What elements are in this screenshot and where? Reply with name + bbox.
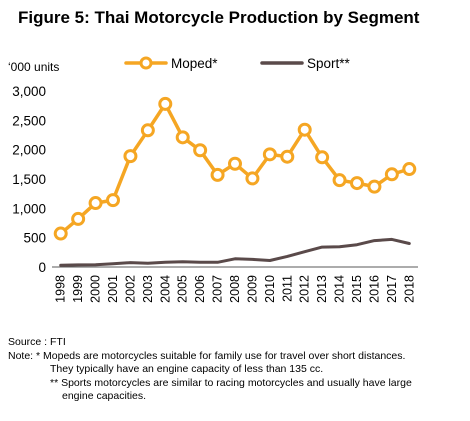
data-point (402, 162, 417, 177)
x-tick-label: 2011 (280, 275, 294, 302)
data-point (193, 143, 208, 158)
data-point (106, 193, 120, 208)
x-tick-label: 2006 (193, 275, 207, 303)
x-tick-label: 2013 (315, 275, 329, 303)
data-point (71, 211, 86, 226)
x-tick-label: 2014 (333, 275, 347, 303)
x-tick-label: 1998 (54, 275, 68, 303)
x-tick-label: 2004 (158, 275, 172, 303)
x-tick-label: 2002 (123, 275, 137, 303)
y-tick-label: 3,000 (12, 84, 46, 99)
note-sport: ** Sports motorcycles are similar to rac… (50, 376, 412, 389)
notes: Source : FTI Note: * Mopeds are motorcyc… (8, 336, 412, 404)
y-tick-label: 2,000 (12, 143, 46, 158)
data-point (228, 156, 242, 171)
chart-title: Figure 5: Thai Motorcycle Production by … (18, 8, 420, 27)
y-tick-label: 500 (23, 231, 46, 246)
y-axis-label: ‘000 units (8, 60, 60, 74)
x-tick-label: 2009 (245, 275, 259, 303)
data-point (315, 150, 330, 165)
series-line-sport (59, 237, 411, 267)
data-point (350, 176, 364, 191)
series-layer (53, 96, 417, 267)
data-point (280, 149, 295, 164)
y-tick-label: 0 (38, 260, 46, 275)
x-tick-label: 2003 (141, 275, 155, 303)
data-point (140, 123, 155, 138)
y-tick-label: 1,500 (12, 172, 46, 187)
source-note: Source : FTI (8, 336, 66, 348)
data-point (210, 167, 225, 182)
legend-sport-label: Sport** (307, 56, 351, 71)
data-point (262, 147, 277, 162)
data-point (297, 122, 312, 137)
y-tick-label: 1,000 (12, 201, 46, 216)
data-point (158, 96, 173, 111)
x-tick-label: 2001 (106, 275, 120, 303)
x-tick-label: 2005 (176, 275, 190, 303)
axes: 0 500 1,000 1,500 2,000 2,500 3,000 1998 1999 200… (12, 84, 418, 303)
legend-moped-label: Moped* (171, 56, 218, 71)
x-tick-label: 2008 (228, 275, 242, 303)
data-point (245, 171, 260, 186)
x-tick-label: 1999 (71, 275, 85, 303)
x-tick-label: 2007 (211, 275, 225, 303)
legend: Moped* Sport** (124, 56, 351, 71)
note-moped: Note: * Mopeds are motorcycles suitable … (8, 349, 406, 362)
x-tick-label: 2012 (298, 275, 312, 303)
legend-moped-marker (139, 56, 153, 70)
y-tick-label: 2,500 (12, 113, 46, 128)
x-tick-label: 2015 (350, 275, 364, 303)
data-point (53, 226, 68, 241)
x-tick-label: 2010 (263, 275, 277, 303)
data-point (384, 167, 399, 182)
data-point (367, 179, 382, 194)
data-point (123, 149, 138, 164)
x-tick-label: 2016 (367, 275, 381, 303)
data-point (175, 130, 190, 145)
note-moped-cont: They typically have an engine capacity o… (50, 363, 324, 375)
note-sport-cont: engine capacities. (62, 390, 147, 402)
x-tick-label: 2017 (385, 275, 399, 303)
x-tick-label: 2000 (89, 275, 103, 303)
data-point (332, 173, 347, 188)
x-tick-label: 2018 (402, 275, 416, 303)
data-point (88, 196, 103, 211)
